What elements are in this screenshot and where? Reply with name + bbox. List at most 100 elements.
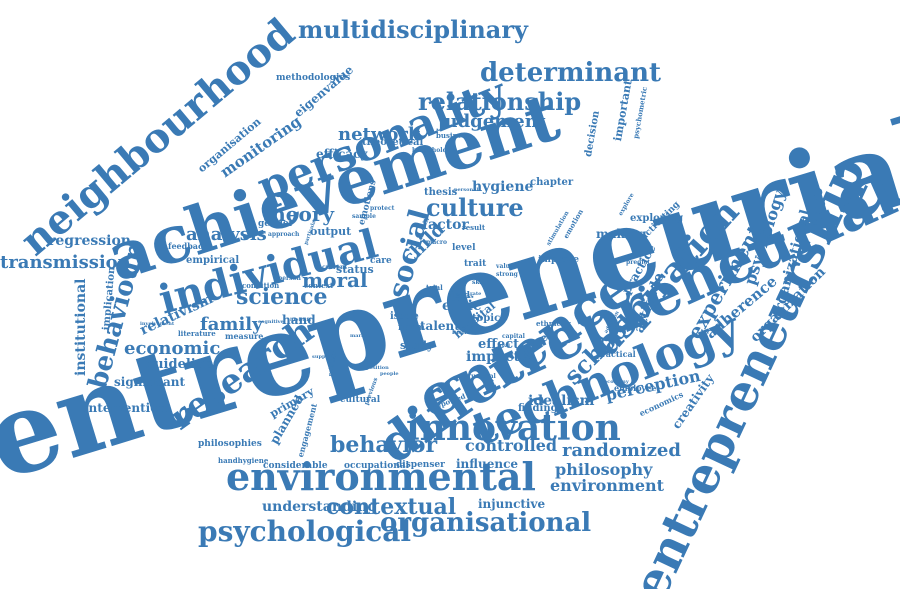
word: norm: [398, 323, 425, 333]
word: considerable: [263, 461, 328, 471]
word: controlled: [465, 436, 558, 455]
word: determinant: [480, 58, 662, 88]
word: environmental: [226, 454, 536, 499]
word: philosophy: [555, 460, 653, 479]
word: institutional: [73, 278, 89, 376]
word: feedback: [168, 241, 209, 251]
word: science: [236, 284, 328, 310]
word: multidisciplinary: [298, 15, 528, 44]
word: goal: [498, 343, 510, 349]
word: involvement: [140, 321, 175, 327]
word: moral: [302, 268, 368, 292]
word: theoretical: [362, 137, 424, 148]
word: handhygiene: [218, 456, 269, 465]
word: thesis: [424, 187, 458, 198]
word: measure: [225, 331, 264, 341]
word: behavior: [330, 432, 438, 458]
word: injunctive: [478, 497, 546, 511]
word: rate: [470, 291, 482, 297]
word: macro: [426, 239, 448, 246]
word: topic: [472, 313, 501, 324]
word: impact: [466, 349, 520, 365]
word: trait: [464, 259, 487, 269]
word: innovation: [406, 407, 621, 449]
word: cultural: [340, 395, 381, 405]
word: output: [310, 225, 352, 238]
word: contextual: [326, 494, 457, 520]
word: occupational: [344, 461, 410, 471]
word: factor: [422, 217, 469, 233]
word: market: [350, 333, 371, 339]
word: theory: [262, 202, 335, 226]
word: randomized: [562, 440, 681, 461]
word: hand: [282, 313, 316, 327]
word: ethic: [442, 298, 482, 314]
word: economic: [124, 338, 221, 359]
word: ethnicity: [536, 319, 571, 328]
word: guideline: [145, 357, 214, 372]
word: protect: [370, 205, 395, 212]
word: making: [596, 227, 647, 241]
word: cross: [456, 293, 474, 300]
word: capital: [502, 333, 525, 340]
word: transmission: [0, 252, 131, 273]
word: business: [436, 131, 471, 140]
word: support: [312, 354, 334, 360]
word: condition: [242, 281, 280, 290]
word: issue: [390, 311, 419, 322]
word: psychological: [198, 515, 412, 548]
word: family: [200, 314, 263, 335]
word: cognitive: [258, 319, 284, 325]
word: practical: [596, 349, 636, 359]
word: household: [412, 147, 447, 154]
word: position: [366, 365, 389, 371]
word: skill: [472, 279, 487, 286]
word: empirical: [186, 255, 240, 266]
word: organisational: [380, 508, 592, 538]
word: sample: [352, 213, 376, 220]
word: dispenser: [396, 460, 445, 470]
word: study: [400, 339, 434, 352]
word: personal: [454, 187, 479, 193]
word: economy: [604, 379, 629, 385]
word: eigenvalue: [291, 62, 356, 120]
word: gender: [258, 219, 294, 229]
word: intervention: [84, 401, 167, 415]
word: chapter: [530, 177, 574, 188]
word: predict: [626, 259, 651, 266]
word: analysis: [186, 224, 267, 245]
word: identify: [290, 317, 312, 323]
word: relationship: [418, 87, 582, 116]
word: literature: [178, 329, 216, 338]
word: improve: [538, 255, 579, 265]
word: significant: [114, 375, 186, 389]
word: efficacy: [316, 147, 368, 161]
word: methodologies: [276, 73, 351, 83]
word: talent: [420, 319, 460, 333]
word: finding: [518, 403, 558, 414]
word: people: [380, 371, 399, 377]
word: philosophies: [198, 439, 262, 449]
word: environment: [550, 476, 665, 495]
word: understanding: [262, 499, 378, 515]
word: trial: [426, 283, 443, 292]
word: idealism: [528, 393, 595, 409]
word: network: [338, 124, 421, 145]
word: judgement: [438, 111, 547, 132]
word: field: [448, 291, 470, 301]
word: value: [496, 263, 514, 270]
word: decision: [583, 109, 602, 158]
word: culture: [426, 193, 524, 222]
word: influence: [456, 457, 519, 471]
word: regression: [48, 233, 131, 249]
word: health: [452, 329, 474, 336]
word: psychometric: [631, 85, 650, 140]
word: structural: [462, 373, 496, 380]
word: status: [336, 263, 374, 276]
word: context: [304, 281, 334, 290]
word: level: [452, 243, 476, 253]
word: effect: [478, 337, 520, 352]
word: result: [462, 223, 486, 232]
word: current: [322, 264, 348, 271]
